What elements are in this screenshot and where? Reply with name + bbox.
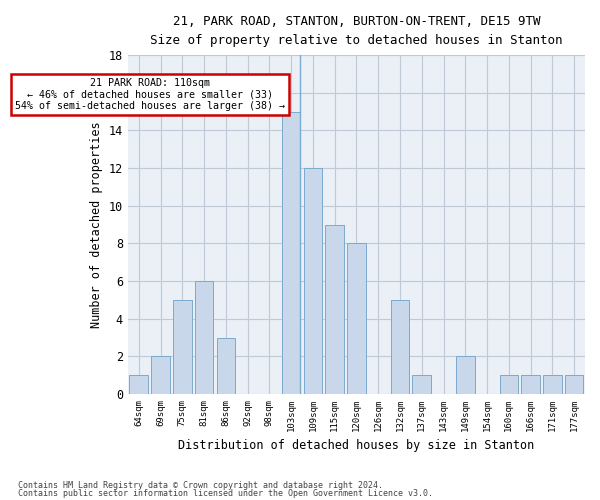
Bar xyxy=(173,300,191,394)
Bar xyxy=(521,375,540,394)
Bar xyxy=(130,375,148,394)
Bar xyxy=(151,356,170,394)
Bar xyxy=(456,356,475,394)
Bar xyxy=(325,224,344,394)
Bar xyxy=(500,375,518,394)
Text: Contains HM Land Registry data © Crown copyright and database right 2024.: Contains HM Land Registry data © Crown c… xyxy=(18,481,383,490)
Bar xyxy=(565,375,583,394)
Bar xyxy=(195,281,213,394)
Bar xyxy=(391,300,409,394)
Bar xyxy=(412,375,431,394)
Bar xyxy=(304,168,322,394)
Bar xyxy=(217,338,235,394)
Text: Contains public sector information licensed under the Open Government Licence v3: Contains public sector information licen… xyxy=(18,488,433,498)
Title: 21, PARK ROAD, STANTON, BURTON-ON-TRENT, DE15 9TW
Size of property relative to d: 21, PARK ROAD, STANTON, BURTON-ON-TRENT,… xyxy=(150,15,563,47)
Bar xyxy=(543,375,562,394)
Text: 21 PARK ROAD: 110sqm
← 46% of detached houses are smaller (33)
54% of semi-detac: 21 PARK ROAD: 110sqm ← 46% of detached h… xyxy=(14,78,284,111)
X-axis label: Distribution of detached houses by size in Stanton: Distribution of detached houses by size … xyxy=(178,440,535,452)
Bar xyxy=(347,244,365,394)
Y-axis label: Number of detached properties: Number of detached properties xyxy=(90,122,103,328)
Bar xyxy=(282,112,301,394)
